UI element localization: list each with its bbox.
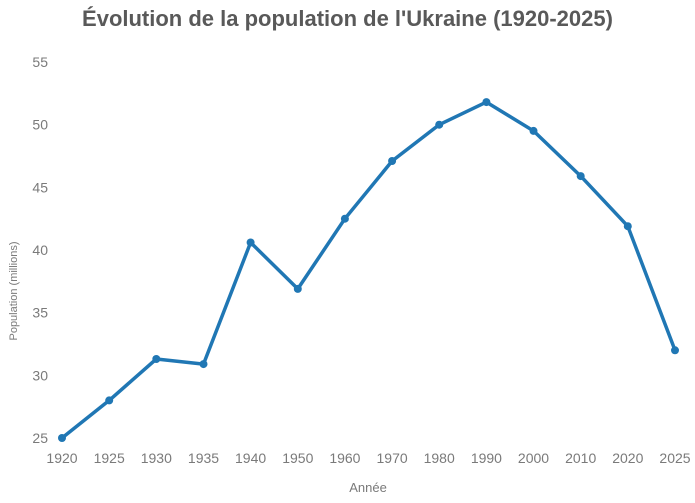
data-point-marker: [105, 396, 114, 405]
y-tick-label: 50: [32, 117, 48, 133]
x-tick-label: 1990: [471, 450, 502, 466]
data-point-marker: [199, 360, 208, 369]
x-tick-label: 1925: [94, 450, 125, 466]
data-point-marker: [246, 238, 255, 247]
x-tick-label: 2010: [565, 450, 596, 466]
data-point-marker: [388, 157, 397, 165]
x-tick-label: 1940: [235, 450, 266, 466]
data-point-marker: [671, 346, 679, 355]
y-tick-label: 25: [32, 430, 48, 446]
y-axis-ticks: 25 30 35 40 45 50 55: [32, 54, 48, 446]
x-axis-ticks: 1920 1925 1930 1935 1940 1950 1960 1970 1980 1990…: [46, 450, 690, 466]
y-tick-label: 55: [32, 54, 48, 70]
y-tick-label: 30: [32, 367, 48, 383]
x-tick-label: 2025: [659, 450, 690, 466]
data-point-marker: [623, 222, 632, 231]
y-tick-label: 40: [32, 242, 48, 258]
data-point-marker: [435, 120, 444, 129]
data-point-marker: [529, 126, 538, 135]
y-tick-label: 45: [32, 179, 48, 195]
x-tick-label: 1950: [282, 450, 313, 466]
x-tick-label: 2000: [518, 450, 549, 466]
data-point-marker: [482, 98, 491, 107]
chart-title: Évolution de la population de l'Ukraine …: [82, 6, 613, 31]
x-tick-label: 1970: [377, 450, 408, 466]
y-tick-label: 35: [32, 305, 48, 321]
x-tick-label: 1960: [329, 450, 360, 466]
x-tick-label: 2020: [612, 450, 643, 466]
data-point-marker: [576, 172, 585, 181]
data-point-marker: [293, 284, 302, 293]
data-point-marker: [58, 434, 66, 442]
data-series: [58, 98, 679, 442]
population-line: [60, 100, 677, 440]
x-tick-label: 1930: [141, 450, 172, 466]
x-tick-label: 1935: [188, 450, 219, 466]
x-tick-label: 1980: [424, 450, 455, 466]
data-point-marker: [152, 355, 161, 363]
y-axis-label: Population (millions): [8, 241, 20, 340]
x-axis-label: Année: [349, 480, 387, 495]
data-point-marker: [340, 214, 349, 223]
x-tick-label: 1920: [46, 450, 77, 466]
